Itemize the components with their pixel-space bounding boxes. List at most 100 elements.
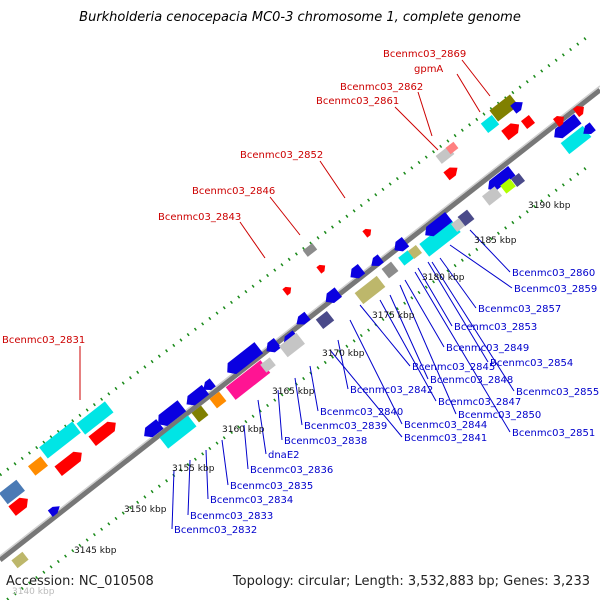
leader-line — [417, 91, 433, 137]
gene-feature — [203, 378, 216, 390]
gene-feature — [186, 384, 210, 406]
gene-feature — [510, 172, 526, 188]
gene-feature — [489, 94, 519, 122]
gene-feature — [76, 401, 114, 435]
gene-label-above: Bcenmc03_2843 — [158, 212, 241, 223]
gene-label-below: Bcenmc03_2835 — [230, 481, 313, 492]
leader-line — [257, 399, 267, 455]
label-leader-lines — [79, 59, 515, 530]
gene-label-above: gpmA — [414, 64, 443, 75]
gene-feature — [371, 254, 384, 266]
scale-tick-label: 3140 kbp — [12, 587, 55, 597]
gene-feature — [159, 415, 197, 449]
gene-feature — [279, 332, 305, 358]
gene-feature — [296, 311, 311, 325]
leader-line — [417, 267, 453, 327]
scale-tick-label: 3180 kbp — [422, 273, 465, 283]
leader-line — [319, 160, 346, 199]
scale-tick-label: 3150 kbp — [124, 505, 167, 515]
gene-feature — [282, 286, 292, 296]
gene-feature — [54, 451, 82, 476]
scale-tick-label: 3190 kbp — [528, 201, 571, 211]
gene-feature — [480, 114, 500, 134]
gene-label-below: dnaE2 — [268, 450, 300, 461]
gene-labels: Bcenmc03_2831 Bcenmc03_2843 Bcenmc03_2846 B… — [2, 49, 599, 536]
gene-feature — [394, 236, 410, 252]
gene-label-below: Bcenmc03_2851 — [512, 428, 595, 439]
gene-label-below: Bcenmc03_2850 — [458, 410, 541, 421]
gene-feature — [488, 166, 516, 191]
gene-label-below: Bcenmc03_2834 — [210, 495, 293, 506]
leader-line — [239, 221, 266, 259]
gene-feature — [325, 287, 342, 303]
leader-line — [277, 389, 283, 441]
gene-label-below: Bcenmc03_2849 — [446, 343, 529, 354]
gene-feature — [572, 106, 584, 118]
gene-feature — [419, 219, 461, 257]
gene-feature — [316, 264, 326, 274]
gene-feature — [407, 244, 423, 260]
leader-line — [187, 459, 191, 516]
gene-feature — [28, 456, 48, 476]
gene-label-below: Bcenmc03_2841 — [404, 433, 487, 444]
gene-label-above: Bcenmc03_2862 — [340, 82, 423, 93]
gene-label-below: Bcenmc03_2842 — [350, 385, 433, 396]
gene-feature — [450, 217, 466, 233]
gene-feature — [8, 497, 28, 516]
gene-feature — [362, 228, 372, 238]
scale-tick-label: 3145 kbp — [74, 546, 117, 556]
gene-feature — [302, 243, 318, 257]
scale-ticks: 3145 kbp 3150 kbp 3155 kbp 3160 kbp 3165 kbp… — [12, 201, 571, 597]
gene-features — [0, 94, 596, 569]
gene-feature — [482, 186, 502, 206]
gene-feature — [350, 263, 366, 279]
gene-label-below: Bcenmc03_2847 — [438, 397, 521, 408]
gene-feature — [315, 310, 335, 330]
gene-feature — [260, 357, 276, 373]
scale-tick-label: 3155 kbp — [172, 464, 215, 474]
leader-line — [399, 284, 457, 415]
gene-feature — [39, 421, 81, 459]
gene-label-above: Bcenmc03_2869 — [383, 49, 466, 60]
leader-line — [349, 319, 403, 425]
leader-line — [431, 261, 515, 392]
gene-label-below: Bcenmc03_2832 — [174, 525, 257, 536]
gene-feature — [191, 405, 209, 423]
gene-feature — [554, 114, 582, 139]
leader-line — [469, 229, 511, 273]
gene-feature — [583, 122, 596, 134]
gene-label-below: Bcenmc03_2857 — [478, 304, 561, 315]
gene-label-below: Bcenmc03_2839 — [304, 421, 387, 432]
leader-line — [414, 271, 511, 433]
gene-feature — [354, 275, 386, 305]
scale-tick-label: 3175 kbp — [372, 311, 415, 321]
leader-line — [205, 449, 209, 500]
topology-text: Topology: circular; Length: 3,532,883 bp… — [232, 574, 590, 589]
accession-text: Accession: NC_010508 — [6, 574, 154, 589]
gene-label-below: Bcenmc03_2840 — [320, 407, 403, 418]
gene-feature — [381, 261, 399, 279]
leader-line — [221, 439, 229, 486]
gene-feature — [510, 102, 523, 114]
gene-label-below: Bcenmc03_2844 — [404, 420, 487, 431]
gene-label-below: Bcenmc03_2853 — [454, 322, 537, 333]
gene-label-below: Bcenmc03_2836 — [250, 465, 333, 476]
gene-feature — [443, 167, 458, 181]
gene-feature — [225, 360, 271, 400]
leader-line — [171, 469, 175, 530]
gene-feature — [0, 479, 25, 505]
scale-tick-label: 3185 kbp — [474, 236, 517, 246]
gene-label-below: Bcenmc03_2860 — [512, 268, 595, 279]
map-title: Burkholderia cenocepacia MC0-3 chromosom… — [79, 10, 521, 25]
gene-label-below: Bcenmc03_2848 — [430, 375, 513, 386]
gene-label-above: Bcenmc03_2852 — [240, 150, 323, 161]
scale-tick-label: 3165 kbp — [272, 387, 315, 397]
scale-tick-label: 3170 kbp — [322, 349, 365, 359]
gene-feature — [500, 178, 516, 194]
gene-label-above: Bcenmc03_2861 — [316, 96, 399, 107]
gene-feature — [520, 114, 536, 130]
gene-label-below: Bcenmc03_2838 — [284, 436, 367, 447]
gene-feature — [47, 506, 60, 517]
